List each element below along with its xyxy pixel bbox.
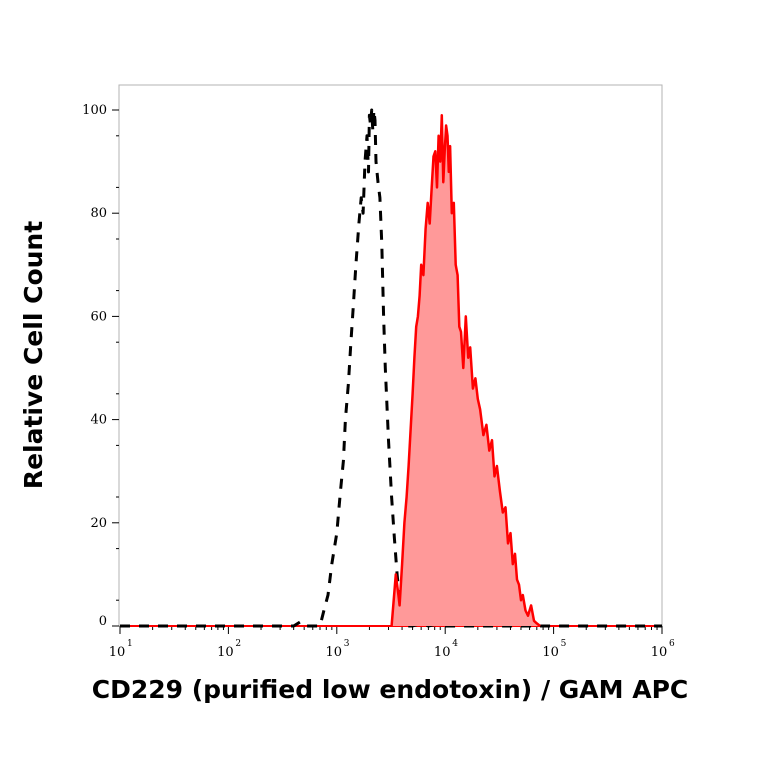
plot-frame	[118, 84, 663, 627]
y-axis-minor-ticks	[116, 135, 119, 601]
x-tick-exponent: 5	[561, 639, 567, 649]
y-tick-label: 20	[90, 516, 107, 531]
x-tick-exponent: 4	[452, 639, 458, 649]
x-tick-label: 102	[217, 639, 241, 660]
x-tick-label: 104	[434, 639, 458, 660]
series-layer	[120, 108, 662, 628]
y-tick-label: 100	[82, 103, 107, 118]
y-tick-label: 80	[90, 206, 107, 221]
x-tick-base: 10	[109, 645, 126, 660]
y-tick-label: 0	[99, 614, 107, 629]
y-axis-title: Relative Cell Count	[19, 221, 48, 489]
x-tick-label: 103	[326, 639, 350, 660]
x-tick-exponent: 3	[344, 639, 350, 649]
y-tick-label: 60	[90, 309, 107, 324]
x-tick-label: 106	[651, 639, 675, 660]
x-tick-base: 10	[434, 645, 451, 660]
series-line-dashed	[120, 108, 662, 628]
series-line-red	[390, 113, 541, 627]
series-fill-red	[391, 115, 541, 626]
y-tick-label: 40	[90, 413, 107, 428]
y-axis-ticks: 0 20 40 60 80 100	[82, 103, 119, 629]
x-axis-title: CD229 (purified low endotoxin) / GAM APC	[92, 675, 689, 704]
x-tick-exponent: 6	[669, 639, 675, 649]
x-tick-label: 101	[109, 639, 133, 660]
x-tick-exponent: 1	[127, 639, 133, 649]
x-tick-base: 10	[542, 645, 559, 660]
x-tick-base: 10	[217, 645, 234, 660]
x-tick-base: 10	[651, 645, 668, 660]
x-tick-exponent: 2	[235, 639, 241, 649]
x-tick-label: 105	[542, 639, 566, 660]
x-tick-base: 10	[326, 645, 343, 660]
